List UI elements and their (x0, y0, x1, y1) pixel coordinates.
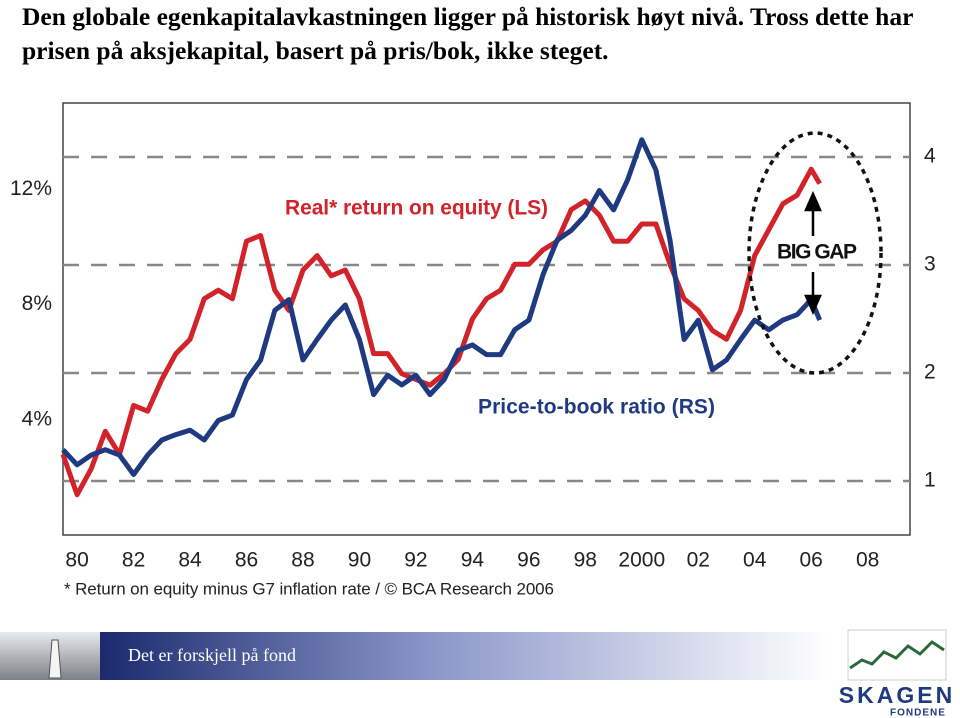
x-tick-label: 82 (122, 549, 145, 572)
y-tick-label: 8% (22, 292, 52, 315)
annotation: BIG GAP (777, 241, 857, 264)
series-line (60, 166, 822, 498)
x-tick-label: 08 (856, 549, 879, 572)
x-tick-label: 92 (404, 549, 427, 572)
x-tick-label: 94 (461, 549, 485, 572)
x-tick-label: 88 (291, 549, 314, 572)
plot-frame (62, 102, 911, 536)
x-tick-label: 2000 (618, 549, 665, 572)
x-tick-label: 84 (178, 549, 202, 572)
heading: Den globale egenkapitalavkastningen ligg… (22, 2, 913, 65)
x-tick-label: 98 (574, 549, 597, 572)
x-tick-label: 86 (235, 549, 258, 572)
banner (100, 632, 830, 680)
gap-ellipse (747, 131, 883, 375)
y-tick-label: 12% (10, 177, 52, 200)
slogan: Det er forskjell på fond (128, 645, 296, 665)
y2-tick-label: 4 (924, 145, 936, 168)
x-tick-label: 04 (743, 549, 767, 572)
y-tick-label: 4% (22, 407, 52, 430)
lines (60, 137, 823, 498)
series-line (61, 137, 823, 477)
x-tick-label: 96 (517, 549, 540, 572)
gap-arrows (804, 190, 822, 316)
y2-tick-label: 1 (924, 469, 936, 492)
footnote: * Return on equity minus G7 inflation ra… (64, 579, 554, 598)
x-tick-label: 02 (687, 549, 710, 572)
lighthouse (48, 639, 62, 679)
logo-sub: FONDENE (890, 708, 946, 718)
logo-line (849, 640, 945, 670)
x-tick-label: 06 (800, 549, 823, 572)
x-tick-label: 90 (348, 549, 371, 572)
y2-tick-label: 2 (924, 361, 936, 384)
grid (63, 155, 910, 483)
series-label: Price-to-book ratio (RS) (478, 396, 715, 419)
y2-tick-label: 3 (924, 253, 936, 276)
x-tick-label: 80 (65, 549, 88, 572)
logo: SKAGEN (839, 682, 955, 708)
series-label: Real* return on equity (LS) (285, 197, 548, 220)
